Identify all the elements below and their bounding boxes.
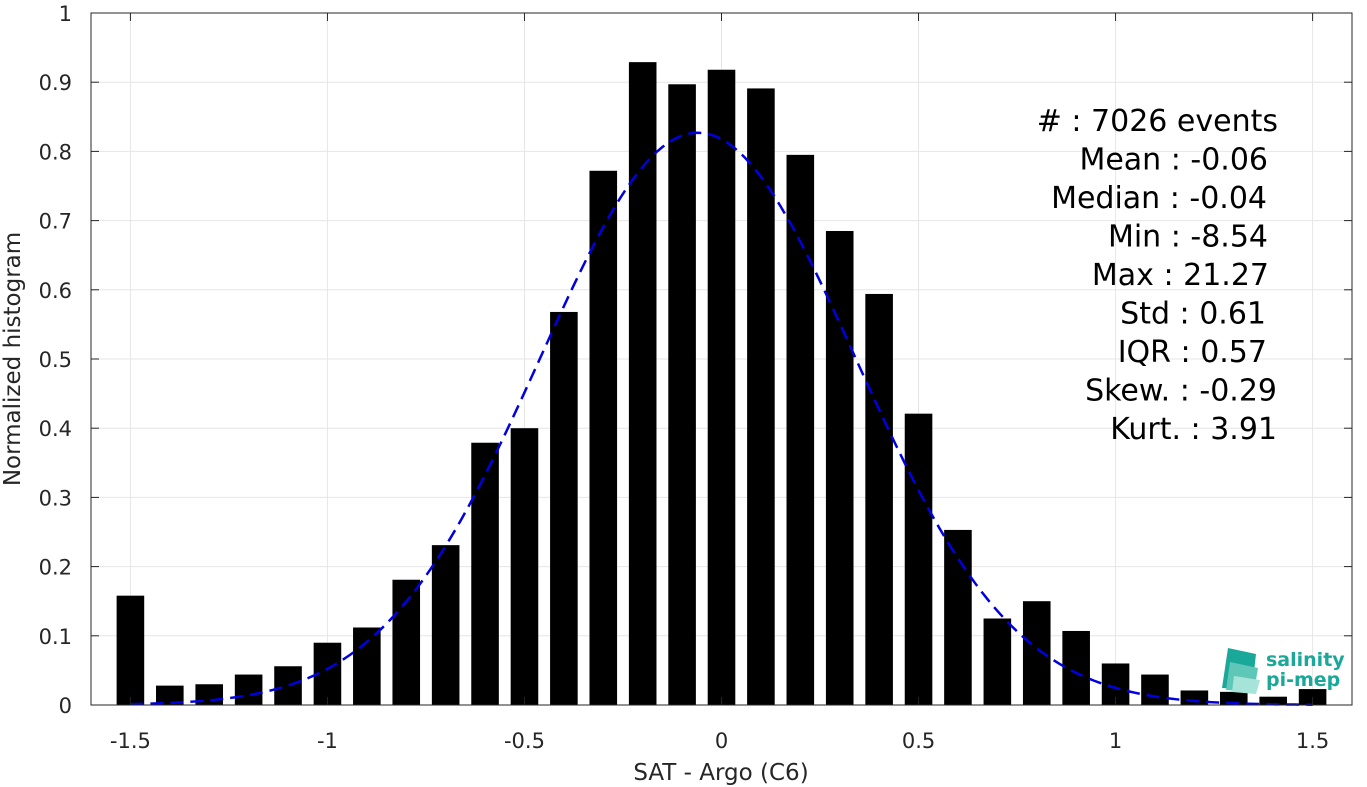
y-tick-label: 0.5: [39, 348, 72, 372]
histogram-bar: [1062, 630, 1090, 705]
histogram-bar: [116, 595, 145, 705]
histogram-bar: [156, 685, 184, 705]
histogram-bar: [707, 69, 736, 705]
normal-fit-curve: [130, 131, 1313, 706]
stat-line: Skew. : -0.29: [1085, 374, 1277, 409]
axis-ticks: [91, 12, 1352, 706]
histogram-bar: [234, 674, 263, 705]
histogram-bar: [904, 413, 933, 705]
salinity-pi-mep-logo: salinity pi-mep: [1222, 648, 1345, 694]
y-tick-label: 0: [59, 694, 72, 718]
histogram-bar: [431, 545, 460, 705]
y-axis-label: Normalized histogram: [0, 232, 26, 486]
histogram-bar: [1141, 674, 1169, 705]
y-tick-label: 0.7: [39, 210, 72, 234]
y-tick-label: 0.1: [39, 625, 72, 649]
y-tick-label: 0.9: [39, 71, 72, 95]
stat-line: Min : -8.54: [1108, 220, 1268, 255]
x-tick-label: -1.5: [110, 729, 151, 753]
histogram-bar: [392, 579, 421, 705]
histogram-bar: [786, 154, 815, 706]
histogram-bar: [1259, 696, 1287, 705]
y-tick-label: 0.3: [39, 486, 72, 510]
histogram-bar: [510, 428, 539, 705]
y-tick-label: 0.8: [39, 140, 72, 164]
stat-line: Mean : -0.06: [1079, 143, 1268, 178]
x-tick-label: 1.5: [1296, 729, 1329, 753]
histogram-bar: [1180, 690, 1209, 705]
histogram-bar: [825, 230, 854, 706]
stat-line: IQR : 0.57: [1118, 335, 1267, 370]
histogram-bar: [274, 666, 302, 705]
x-tick-label: 0: [715, 729, 728, 753]
logo-text-salinity: salinity: [1266, 649, 1345, 671]
stat-line: Std : 0.61: [1120, 297, 1266, 332]
salinity-logo-icon: [1222, 648, 1260, 694]
histogram-bar: [983, 618, 1012, 705]
y-tick-label: 1: [59, 2, 72, 26]
y-tick-label: 0.6: [39, 279, 72, 303]
x-tick-label: -1: [317, 729, 338, 753]
stat-line: Kurt. : 3.91: [1110, 412, 1277, 447]
histogram-bar: [668, 84, 696, 705]
x-tick-label: -0.5: [504, 729, 545, 753]
histogram-bar: [628, 62, 657, 705]
histogram-bar: [865, 293, 893, 705]
histogram-bars: [116, 62, 1327, 706]
histogram-bar: [589, 170, 618, 705]
x-tick-label: 0.5: [902, 729, 935, 753]
histogram-bar: [747, 88, 775, 706]
stat-line: # : 7026 events: [1037, 104, 1278, 139]
y-tick-label: 0.2: [39, 556, 72, 580]
x-tick-labels: -1.5 -1 -0.5 0 0.5 1 1.5: [110, 729, 1329, 753]
histogram-bar: [1022, 601, 1051, 705]
stat-line: Median : -0.04: [1051, 181, 1267, 216]
histogram-bar: [944, 529, 972, 705]
histogram-bar: [353, 627, 381, 705]
x-tick-label: 1: [1109, 729, 1122, 753]
y-tick-labels: 0 0.1 0.2 0.3 0.4 0.5 0.6 0.7 0.8 0.9 1: [39, 2, 72, 718]
stat-line: Max : 21.27: [1092, 258, 1269, 293]
histogram-bar: [550, 311, 578, 705]
histogram-bar: [471, 442, 499, 705]
logo-text-pi-mep: pi-mep: [1266, 669, 1340, 691]
x-axis-label: SAT - Argo (C6): [633, 760, 808, 786]
y-tick-label: 0.4: [39, 417, 72, 441]
